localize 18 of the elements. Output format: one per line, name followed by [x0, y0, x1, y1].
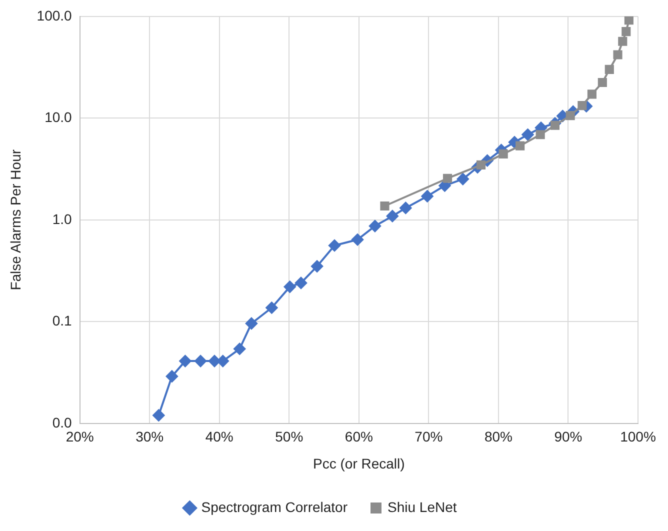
x-tick-label: 30% [136, 428, 164, 445]
x-axis-title: Pcc (or Recall) [313, 455, 405, 472]
y-tick-label: 10.0 [44, 109, 72, 126]
x-tick-label: 40% [205, 428, 234, 445]
legend-label: Spectrogram Correlator [201, 498, 348, 515]
y-tick-label: 1.0 [52, 210, 72, 227]
x-tick-label: 70% [414, 428, 443, 445]
y-tick-label: 100.0 [36, 7, 72, 24]
x-tick-label: 50% [275, 428, 304, 445]
x-tick-label: 80% [484, 428, 512, 445]
y-axis-title: False Alarms Per Hour [7, 149, 24, 290]
x-tick-label: 90% [554, 428, 582, 445]
x-tick-label: 100% [620, 428, 656, 445]
y-tick-label: 0.0 [52, 414, 72, 430]
legend-label: Shiu LeNet [388, 498, 457, 515]
x-tick-label: 20% [66, 428, 94, 445]
x-tick-label: 60% [344, 428, 373, 445]
y-tick-label: 0.1 [52, 312, 72, 329]
